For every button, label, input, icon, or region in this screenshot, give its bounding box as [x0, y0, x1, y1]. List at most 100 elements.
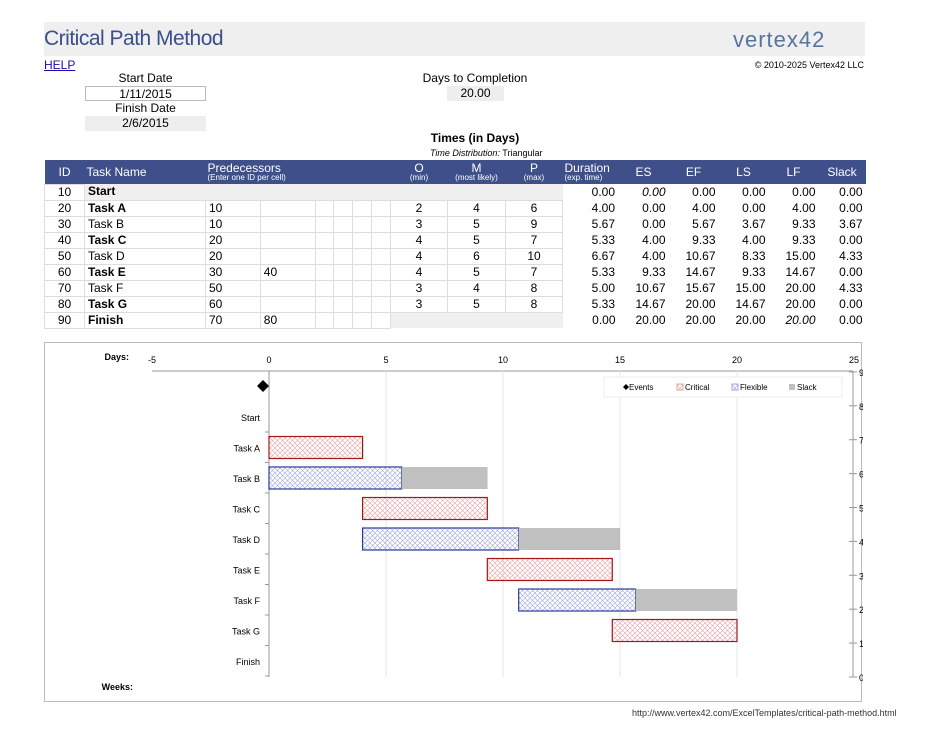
task-name[interactable]: Task B [84, 215, 206, 233]
predecessor-cell[interactable] [352, 311, 373, 329]
o-cell[interactable]: 4 [390, 231, 448, 249]
predecessor-cell[interactable] [371, 279, 391, 297]
task-name[interactable]: Start [84, 184, 206, 200]
predecessor-cell[interactable] [333, 295, 354, 313]
predecessor-cell[interactable]: 50 [205, 279, 261, 297]
o-cell[interactable]: 4 [390, 247, 448, 265]
task-id[interactable]: 10 [44, 183, 85, 201]
predecessor-cell[interactable] [259, 247, 316, 265]
predecessor-cell[interactable] [259, 199, 316, 217]
predecessor-cell[interactable] [371, 247, 391, 265]
footer-url[interactable]: http://www.vertex42.com/ExcelTemplates/c… [632, 708, 897, 718]
o-cell[interactable]: 3 [390, 295, 448, 313]
task-id[interactable]: 50 [44, 247, 85, 265]
task-id[interactable]: 90 [44, 311, 85, 329]
task-name[interactable]: Task A [84, 199, 206, 217]
predecessor-cell[interactable]: 20 [205, 231, 261, 249]
predecessor-cell[interactable]: 60 [205, 295, 261, 313]
col-ef: EF [668, 160, 719, 184]
m-cell[interactable]: 5 [447, 295, 506, 313]
predecessor-cell[interactable]: 70 [205, 311, 261, 329]
predecessor-cell[interactable] [371, 215, 391, 233]
predecessor-cell[interactable]: 40 [259, 263, 316, 281]
o-cell[interactable]: 4 [390, 263, 448, 281]
predecessor-cell[interactable] [352, 199, 373, 217]
task-id[interactable]: 70 [44, 279, 85, 297]
p-cell[interactable]: 9 [505, 215, 563, 233]
m-cell[interactable]: 5 [447, 263, 506, 281]
task-name[interactable]: Task G [84, 295, 206, 313]
help-link[interactable]: HELP [44, 58, 76, 72]
predecessor-cell[interactable] [333, 263, 354, 281]
m-cell[interactable]: 5 [447, 215, 506, 233]
col-es: ES [618, 160, 669, 184]
predecessor-cell[interactable] [333, 215, 354, 233]
task-name[interactable]: Task F [84, 279, 206, 297]
predecessor-cell[interactable] [371, 311, 391, 329]
predecessor-cell[interactable]: 20 [205, 247, 261, 265]
predecessor-cell[interactable] [333, 279, 354, 297]
task-name[interactable]: Task C [84, 231, 206, 249]
col-lf: LF [768, 160, 819, 184]
p-cell[interactable]: 10 [505, 247, 563, 265]
predecessor-cell[interactable] [371, 263, 391, 281]
o-cell[interactable]: 3 [390, 279, 448, 297]
predecessor-cell[interactable] [352, 247, 373, 265]
predecessor-cell[interactable] [352, 295, 373, 313]
predecessor-cell[interactable] [314, 199, 335, 217]
predecessor-cell[interactable] [259, 215, 316, 233]
predecessor-cell[interactable] [314, 311, 335, 329]
predecessor-cell[interactable] [259, 231, 316, 249]
task-id[interactable]: 60 [44, 263, 85, 281]
m-cell[interactable]: 5 [447, 231, 506, 249]
time-distribution[interactable]: Time Distribution: Triangular [430, 148, 542, 158]
predecessor-cell[interactable]: 30 [205, 263, 261, 281]
p-cell[interactable]: 6 [505, 199, 563, 217]
task-name[interactable]: Task D [84, 247, 206, 265]
slack-value: 4.33 [818, 248, 866, 264]
p-cell[interactable]: 7 [505, 263, 563, 281]
m-cell[interactable]: 4 [447, 199, 506, 217]
predecessor-cell[interactable] [314, 263, 335, 281]
col-slack: Slack [818, 160, 866, 184]
predecessor-cell[interactable] [314, 247, 335, 265]
predecessor-cell[interactable] [371, 199, 391, 217]
predecessor-cell[interactable] [352, 263, 373, 281]
slack-value: 0.00 [818, 264, 866, 280]
predecessor-cell[interactable] [259, 295, 316, 313]
p-cell[interactable]: 8 [505, 279, 563, 297]
predecessor-cell[interactable]: 10 [205, 215, 261, 233]
task-id[interactable]: 20 [44, 199, 85, 217]
predecessor-cell[interactable] [314, 295, 335, 313]
task-name[interactable]: Task E [84, 263, 206, 281]
start-date-input[interactable]: 1/11/2015 [85, 86, 206, 101]
predecessor-cell[interactable] [371, 295, 391, 313]
y2-tick-label: 8 [859, 402, 863, 412]
predecessor-cell[interactable] [352, 279, 373, 297]
predecessor-cell[interactable] [314, 279, 335, 297]
predecessor-cell[interactable] [352, 231, 373, 249]
p-cell[interactable]: 8 [505, 295, 563, 313]
predecessor-cell[interactable] [371, 231, 391, 249]
task-id[interactable]: 40 [44, 231, 85, 249]
predecessor-cell[interactable] [333, 247, 354, 265]
task-name[interactable]: Finish [84, 311, 206, 329]
predecessor-cell[interactable] [314, 215, 335, 233]
predecessor-cell [205, 184, 261, 200]
predecessor-cell[interactable]: 10 [205, 199, 261, 217]
predecessor-cell[interactable] [333, 199, 354, 217]
o-cell[interactable]: 2 [390, 199, 448, 217]
task-id[interactable]: 30 [44, 215, 85, 233]
m-cell[interactable]: 4 [447, 279, 506, 297]
task-id[interactable]: 80 [44, 295, 85, 313]
p-cell[interactable]: 7 [505, 231, 563, 249]
predecessor-cell[interactable] [333, 231, 354, 249]
predecessor-cell[interactable] [333, 311, 354, 329]
dur-value: 5.33 [562, 264, 619, 280]
predecessor-cell[interactable] [314, 231, 335, 249]
predecessor-cell[interactable] [259, 279, 316, 297]
o-cell[interactable]: 3 [390, 215, 448, 233]
predecessor-cell[interactable]: 80 [259, 311, 316, 329]
predecessor-cell[interactable] [352, 215, 373, 233]
m-cell[interactable]: 6 [447, 247, 506, 265]
